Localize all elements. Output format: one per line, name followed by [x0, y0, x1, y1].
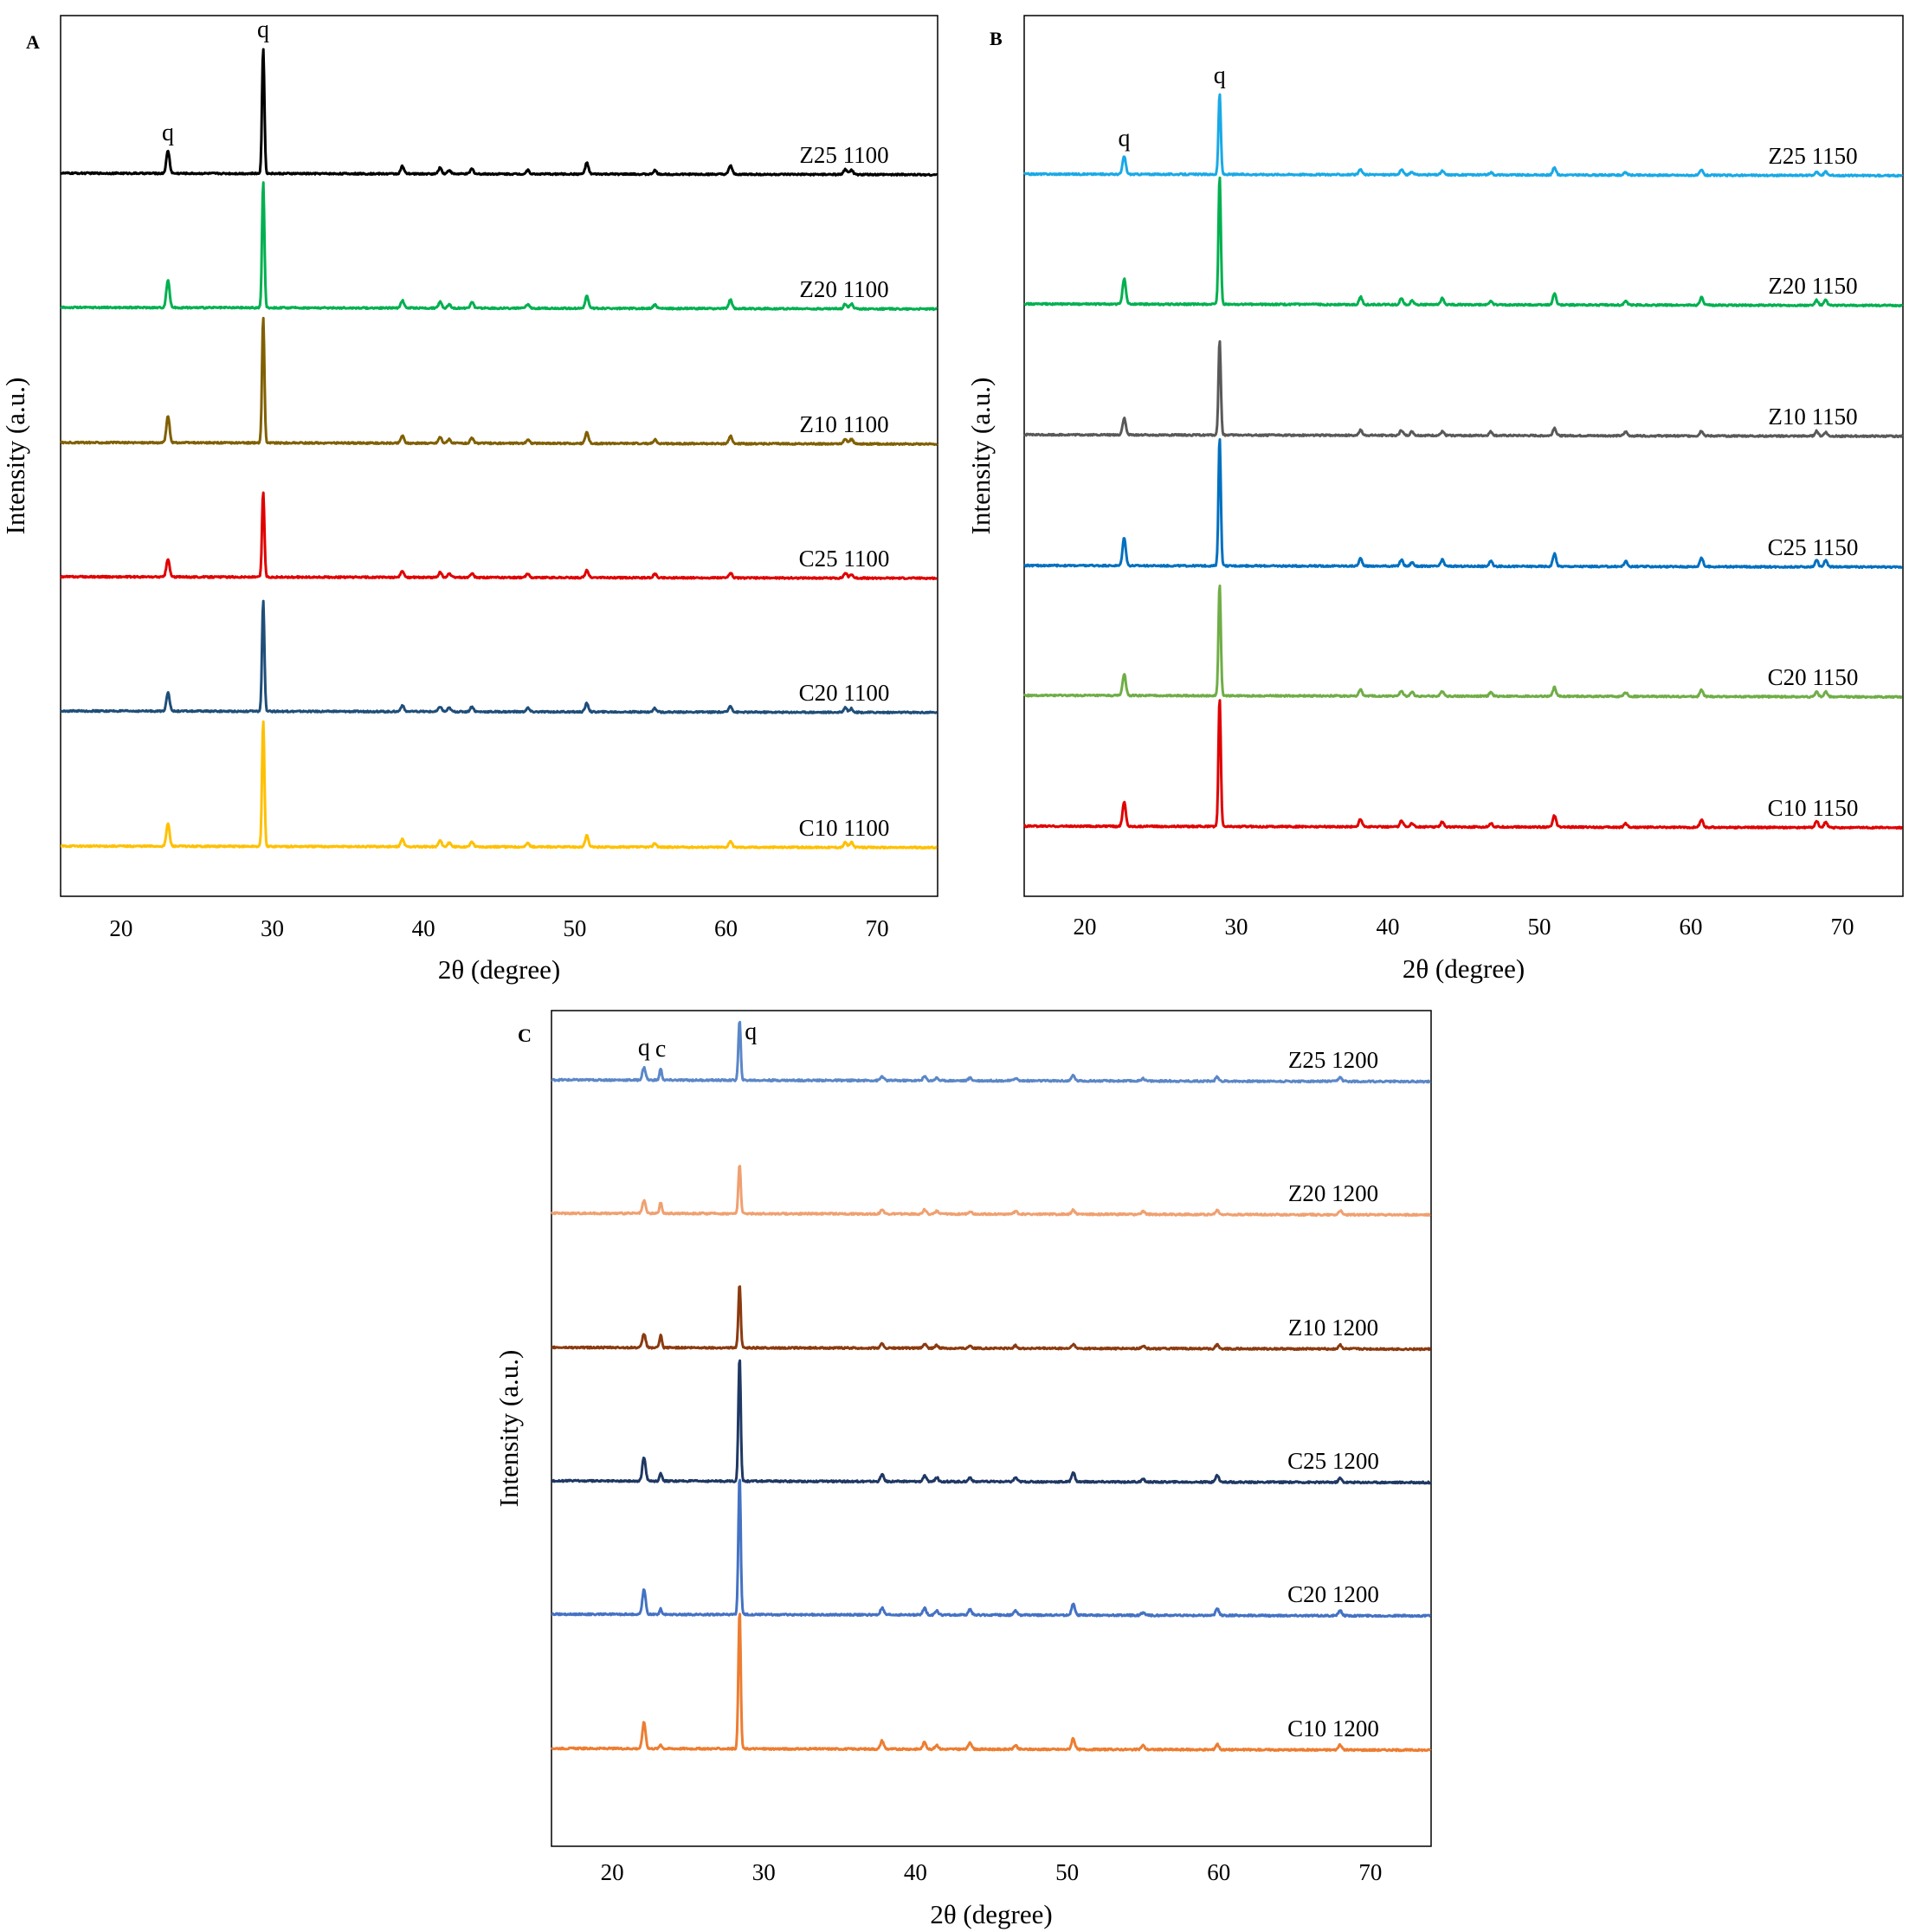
- x-tick-label: 50: [563, 915, 586, 941]
- xrd-trace: [1023, 699, 1903, 830]
- xrd-trace: [60, 316, 938, 446]
- x-tick-label: 70: [866, 915, 889, 941]
- x-tick-label: 70: [1831, 914, 1854, 940]
- series-z20-1150: Z20 1150: [1023, 176, 1904, 308]
- peak-annotation: q: [745, 1018, 757, 1045]
- xrd-trace: [551, 1020, 1432, 1084]
- series-label: Z20 1150: [1768, 273, 1857, 299]
- xrd-trace: [550, 1359, 1432, 1485]
- series-label: C25 1100: [799, 546, 890, 572]
- xrd-trace: [550, 1165, 1431, 1218]
- series-z25-1150: Z25 1150: [1022, 93, 1904, 178]
- xrd-trace: [1022, 93, 1904, 178]
- series-label: C10 1200: [1287, 1716, 1379, 1741]
- xrd-trace: [551, 1478, 1432, 1619]
- xrd-trace: [60, 181, 938, 312]
- series-z10-1100: Z10 1100: [60, 316, 938, 446]
- xrd-trace: [60, 48, 938, 178]
- x-tick-label: 20: [601, 1859, 624, 1885]
- xrd-trace: [60, 491, 938, 580]
- peak-annotation: q: [1119, 125, 1131, 152]
- y-axis-title: Intensity (a.u.): [493, 1350, 524, 1508]
- series-c25-1100: C25 1100: [60, 491, 938, 580]
- series-label: C10 1150: [1768, 795, 1859, 821]
- series-c10-1200: C10 1200: [550, 1612, 1432, 1753]
- series-z10-1150: Z10 1150: [1023, 339, 1904, 439]
- x-tick-label: 40: [1377, 914, 1400, 940]
- series-label: C20 1200: [1287, 1581, 1379, 1607]
- series-z25-1100: Z25 1100: [60, 48, 938, 178]
- series-c25-1150: C25 1150: [1023, 438, 1903, 570]
- series-label: Z25 1100: [799, 142, 888, 168]
- series-c25-1200: C25 1200: [550, 1359, 1432, 1485]
- x-tick-label: 60: [1207, 1859, 1230, 1885]
- xrd-trace: [1023, 339, 1904, 439]
- plot-frame: [60, 15, 938, 897]
- x-tick-label: 60: [1680, 914, 1703, 940]
- xrd-trace: [59, 599, 938, 714]
- plot-frame: [551, 1010, 1432, 1847]
- series-label: Z20 1200: [1288, 1180, 1378, 1206]
- series-label: C25 1200: [1287, 1448, 1379, 1474]
- x-tick-label: 50: [1055, 1859, 1079, 1885]
- series-label: Z20 1100: [799, 276, 888, 302]
- peak-annotation: q: [1214, 62, 1226, 89]
- y-axis-title: Intensity (a.u.): [0, 378, 30, 535]
- x-tick-label: 70: [1358, 1859, 1382, 1885]
- peak-annotation: q: [638, 1035, 650, 1062]
- xrd-trace: [1023, 176, 1904, 308]
- x-axis-title: 2θ (degree): [1403, 953, 1525, 984]
- x-tick-label: 30: [261, 915, 284, 941]
- series-z20-1100: Z20 1100: [60, 181, 938, 312]
- panel-letter: B: [990, 28, 1003, 49]
- panel-letter: A: [26, 31, 40, 53]
- xrd-trace: [1022, 585, 1903, 700]
- series-label: Z10 1150: [1768, 404, 1857, 430]
- xrd-trace: [550, 1612, 1432, 1753]
- series-label: Z25 1150: [1768, 143, 1857, 169]
- series-z10-1200: Z10 1200: [551, 1285, 1431, 1352]
- xrd-trace: [1023, 438, 1903, 570]
- y-axis-title: Intensity (a.u.): [965, 378, 996, 535]
- peak-annotation: q: [162, 120, 174, 146]
- plot-frame: [1023, 15, 1904, 897]
- x-tick-label: 30: [1225, 914, 1248, 940]
- peak-annotation: c: [655, 1036, 666, 1063]
- series-label: C10 1100: [799, 815, 890, 841]
- panel-b: B 20 30 40 50 60 70 2θ (degree) Intensity (a.u.)…: [965, 15, 1904, 984]
- x-tick-label: 20: [109, 915, 132, 941]
- series-c10-1150: C10 1150: [1023, 699, 1903, 830]
- panel-c: C 20 30 40 50 60 70 2θ (degree) Intensity (a.u.)…: [493, 1010, 1432, 1929]
- x-axis-title: 2θ (degree): [930, 1899, 1052, 1929]
- series-label: C20 1150: [1768, 664, 1859, 690]
- series-c20-1200: C20 1200: [551, 1478, 1432, 1619]
- series-z25-1200: Z25 1200: [551, 1020, 1432, 1084]
- x-tick-label: 40: [412, 915, 435, 941]
- panel-a: A 20 30 40 50 60 70 2θ (degree) Intensity (a.u.)…: [0, 15, 938, 985]
- series-label: C20 1100: [799, 680, 890, 706]
- xrd-trace: [551, 1285, 1431, 1352]
- x-tick-label: 50: [1528, 914, 1551, 940]
- x-axis-title: 2θ (degree): [438, 954, 560, 985]
- series-label: Z10 1100: [799, 411, 888, 437]
- series-c10-1100: C10 1100: [60, 720, 938, 850]
- x-tick-label: 30: [752, 1859, 776, 1885]
- series-z20-1200: Z20 1200: [550, 1165, 1431, 1218]
- x-tick-label: 60: [714, 915, 738, 941]
- series-c20-1150: C20 1150: [1022, 585, 1903, 700]
- series-label: Z25 1200: [1288, 1047, 1378, 1073]
- series-label: Z10 1200: [1288, 1315, 1378, 1341]
- xrd-trace: [60, 720, 938, 850]
- peak-annotation: q: [257, 16, 269, 43]
- series-label: C25 1150: [1768, 534, 1859, 560]
- x-tick-label: 20: [1074, 914, 1097, 940]
- panel-letter: C: [518, 1024, 532, 1046]
- series-c20-1100: C20 1100: [59, 599, 938, 714]
- x-tick-label: 40: [904, 1859, 927, 1885]
